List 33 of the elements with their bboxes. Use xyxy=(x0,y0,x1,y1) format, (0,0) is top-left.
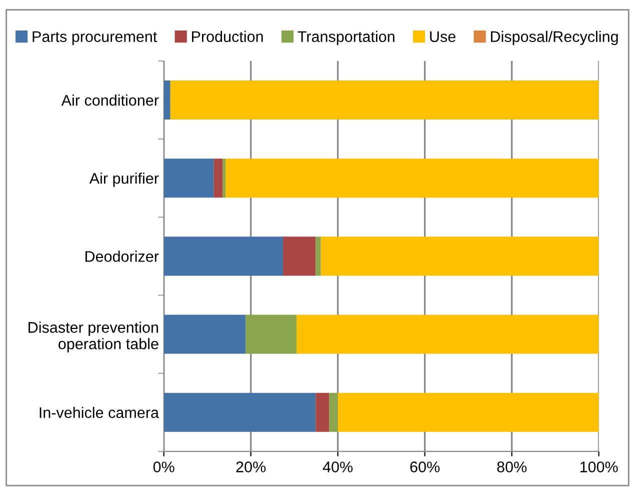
legend-label: Use xyxy=(430,31,456,42)
bar xyxy=(329,392,338,432)
bar xyxy=(316,236,321,276)
x-tick-label: 0% xyxy=(153,462,174,472)
x-tick-label: 80% xyxy=(497,462,527,472)
bar xyxy=(164,80,170,120)
y-tick-label: Disaster prevention operation table xyxy=(28,322,158,352)
bar xyxy=(164,236,284,276)
legend-label: Disposal/Recycling xyxy=(490,30,618,46)
legend-label: Production xyxy=(192,30,263,42)
y-tick-label: Air conditioner xyxy=(61,94,159,106)
bar xyxy=(246,314,296,354)
bar xyxy=(226,158,599,198)
bar xyxy=(170,80,599,120)
y-tick-label: Air purifier xyxy=(89,172,159,187)
bar xyxy=(338,392,599,432)
legend-label: Transportation xyxy=(298,30,394,46)
bar xyxy=(296,314,599,354)
bar xyxy=(214,158,223,198)
y-tick-label: In-vehicle camera xyxy=(40,406,159,418)
x-tick-label: 100% xyxy=(580,462,618,472)
x-tick-label: 20% xyxy=(236,462,266,472)
legend-label: Parts procurement xyxy=(32,31,158,46)
bar xyxy=(164,392,316,432)
bar xyxy=(164,158,214,198)
x-tick-label: 60% xyxy=(410,462,440,472)
y-tick-label: Deodorizer xyxy=(86,250,159,262)
bar xyxy=(316,392,330,432)
bar xyxy=(222,158,226,198)
x-tick-label: 40% xyxy=(322,462,353,472)
bar xyxy=(320,236,599,276)
bar xyxy=(164,314,246,354)
bar xyxy=(283,236,316,276)
